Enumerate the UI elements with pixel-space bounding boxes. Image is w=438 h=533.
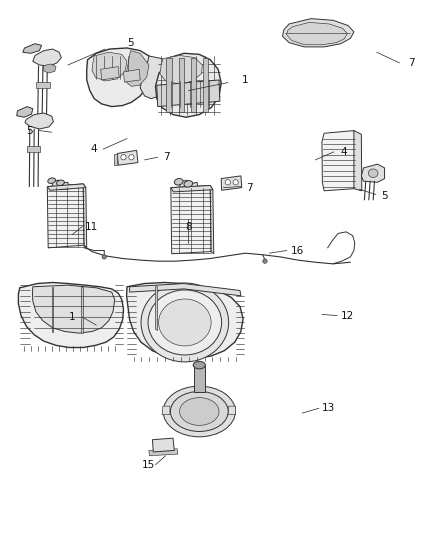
- Polygon shape: [101, 67, 119, 80]
- Polygon shape: [32, 285, 115, 333]
- Text: 4: 4: [340, 147, 347, 157]
- Polygon shape: [47, 184, 84, 248]
- Polygon shape: [179, 58, 184, 112]
- Polygon shape: [43, 64, 56, 73]
- Ellipse shape: [57, 180, 64, 185]
- Ellipse shape: [180, 398, 219, 425]
- Polygon shape: [155, 53, 221, 117]
- Ellipse shape: [141, 283, 229, 362]
- Polygon shape: [130, 284, 241, 296]
- Polygon shape: [203, 58, 208, 112]
- Polygon shape: [25, 113, 53, 129]
- Polygon shape: [361, 164, 385, 182]
- Ellipse shape: [184, 181, 193, 187]
- Ellipse shape: [174, 179, 183, 185]
- Polygon shape: [18, 282, 124, 348]
- Polygon shape: [47, 184, 86, 190]
- Polygon shape: [286, 22, 347, 45]
- Polygon shape: [125, 51, 149, 86]
- Text: 1: 1: [69, 312, 76, 322]
- Ellipse shape: [48, 178, 56, 183]
- Bar: [27, 146, 40, 152]
- Polygon shape: [127, 282, 243, 358]
- Text: 13: 13: [322, 403, 335, 413]
- Polygon shape: [114, 154, 117, 165]
- Polygon shape: [23, 44, 42, 53]
- Polygon shape: [162, 406, 170, 415]
- Polygon shape: [354, 131, 362, 191]
- Text: 5: 5: [26, 126, 33, 135]
- Polygon shape: [152, 438, 174, 452]
- Ellipse shape: [193, 361, 205, 369]
- Polygon shape: [117, 150, 138, 165]
- Polygon shape: [17, 107, 33, 117]
- Ellipse shape: [368, 169, 378, 177]
- Polygon shape: [166, 58, 172, 112]
- Polygon shape: [188, 182, 198, 191]
- Polygon shape: [155, 287, 158, 330]
- Polygon shape: [149, 449, 178, 456]
- Ellipse shape: [148, 290, 222, 355]
- Ellipse shape: [129, 155, 134, 160]
- Ellipse shape: [102, 255, 106, 259]
- Polygon shape: [140, 56, 171, 99]
- Polygon shape: [87, 48, 153, 107]
- Ellipse shape: [121, 155, 126, 160]
- Polygon shape: [179, 180, 189, 188]
- Polygon shape: [92, 52, 127, 81]
- Polygon shape: [33, 49, 61, 66]
- Polygon shape: [52, 287, 53, 332]
- Bar: [194, 366, 205, 392]
- Ellipse shape: [233, 180, 238, 185]
- Polygon shape: [322, 131, 356, 191]
- Polygon shape: [171, 185, 211, 254]
- Polygon shape: [124, 69, 140, 82]
- Polygon shape: [60, 182, 69, 190]
- Polygon shape: [171, 185, 213, 192]
- Ellipse shape: [170, 391, 228, 432]
- Text: 11: 11: [85, 222, 98, 231]
- Text: 7: 7: [163, 152, 170, 162]
- Text: 7: 7: [408, 58, 415, 68]
- Ellipse shape: [225, 180, 230, 185]
- Bar: [36, 82, 50, 88]
- Text: 5: 5: [127, 38, 134, 47]
- Polygon shape: [191, 58, 196, 112]
- Polygon shape: [157, 80, 220, 107]
- Ellipse shape: [159, 299, 211, 346]
- Text: 1: 1: [242, 75, 249, 85]
- Polygon shape: [210, 185, 214, 254]
- Text: 12: 12: [341, 311, 354, 320]
- Text: 15: 15: [141, 460, 155, 470]
- Text: 4: 4: [91, 144, 98, 154]
- Text: 7: 7: [246, 183, 253, 193]
- Text: 8: 8: [185, 222, 192, 231]
- Polygon shape: [81, 287, 83, 333]
- Text: 5: 5: [381, 191, 388, 200]
- Ellipse shape: [163, 386, 236, 437]
- Polygon shape: [221, 176, 242, 190]
- Polygon shape: [283, 19, 354, 47]
- Ellipse shape: [263, 259, 267, 263]
- Polygon shape: [228, 406, 236, 415]
- Polygon shape: [160, 55, 202, 84]
- Polygon shape: [83, 184, 87, 248]
- Polygon shape: [52, 180, 61, 188]
- Text: 16: 16: [290, 246, 304, 255]
